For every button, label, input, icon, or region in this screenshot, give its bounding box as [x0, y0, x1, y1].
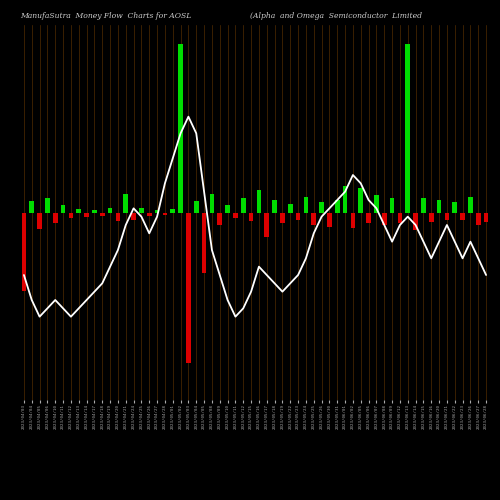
Bar — [53, 212, 58, 223]
Bar — [210, 194, 214, 212]
Text: ManufaSutra  Money Flow  Charts for AOSL: ManufaSutra Money Flow Charts for AOSL — [20, 12, 192, 20]
Bar — [406, 44, 410, 212]
Bar — [37, 212, 42, 230]
Bar — [162, 212, 168, 215]
Bar — [147, 212, 152, 216]
Bar — [374, 194, 379, 212]
Bar — [76, 209, 81, 212]
Bar — [139, 208, 144, 212]
Bar — [280, 212, 285, 223]
Bar — [124, 194, 128, 212]
Bar — [68, 212, 73, 218]
Bar — [202, 212, 206, 272]
Bar — [218, 212, 222, 224]
Bar — [312, 212, 316, 224]
Bar — [413, 212, 418, 230]
Bar — [116, 212, 120, 221]
Bar — [30, 201, 34, 212]
Bar — [484, 212, 488, 222]
Bar — [468, 196, 473, 212]
Bar — [436, 200, 442, 212]
Bar — [476, 212, 480, 224]
Bar — [264, 212, 269, 237]
Bar — [358, 188, 363, 212]
Bar — [335, 200, 340, 212]
Bar — [233, 212, 238, 218]
Bar — [460, 212, 465, 220]
Bar — [429, 212, 434, 222]
Bar — [154, 210, 160, 212]
Bar — [444, 212, 450, 220]
Bar — [194, 201, 198, 212]
Bar — [241, 198, 246, 212]
Bar — [256, 190, 262, 212]
Text: (Alpha  and Omega  Semiconductor  Limited: (Alpha and Omega Semiconductor Limited — [250, 12, 422, 20]
Bar — [382, 212, 386, 224]
Bar — [296, 212, 300, 220]
Bar — [398, 212, 402, 223]
Bar — [366, 212, 371, 223]
Bar — [350, 212, 356, 228]
Bar — [84, 212, 89, 217]
Bar — [131, 212, 136, 220]
Bar — [22, 212, 26, 291]
Bar — [100, 212, 104, 216]
Bar — [327, 212, 332, 226]
Bar — [390, 198, 394, 212]
Bar — [421, 198, 426, 212]
Bar — [60, 205, 66, 212]
Bar — [452, 202, 457, 212]
Bar — [170, 209, 175, 212]
Bar — [45, 198, 50, 212]
Bar — [178, 44, 183, 212]
Bar — [108, 208, 112, 212]
Bar — [342, 186, 347, 212]
Bar — [272, 200, 277, 212]
Bar — [304, 196, 308, 212]
Bar — [225, 204, 230, 212]
Bar — [92, 210, 97, 212]
Bar — [186, 212, 191, 362]
Bar — [248, 212, 254, 221]
Bar — [288, 204, 292, 212]
Bar — [319, 202, 324, 212]
